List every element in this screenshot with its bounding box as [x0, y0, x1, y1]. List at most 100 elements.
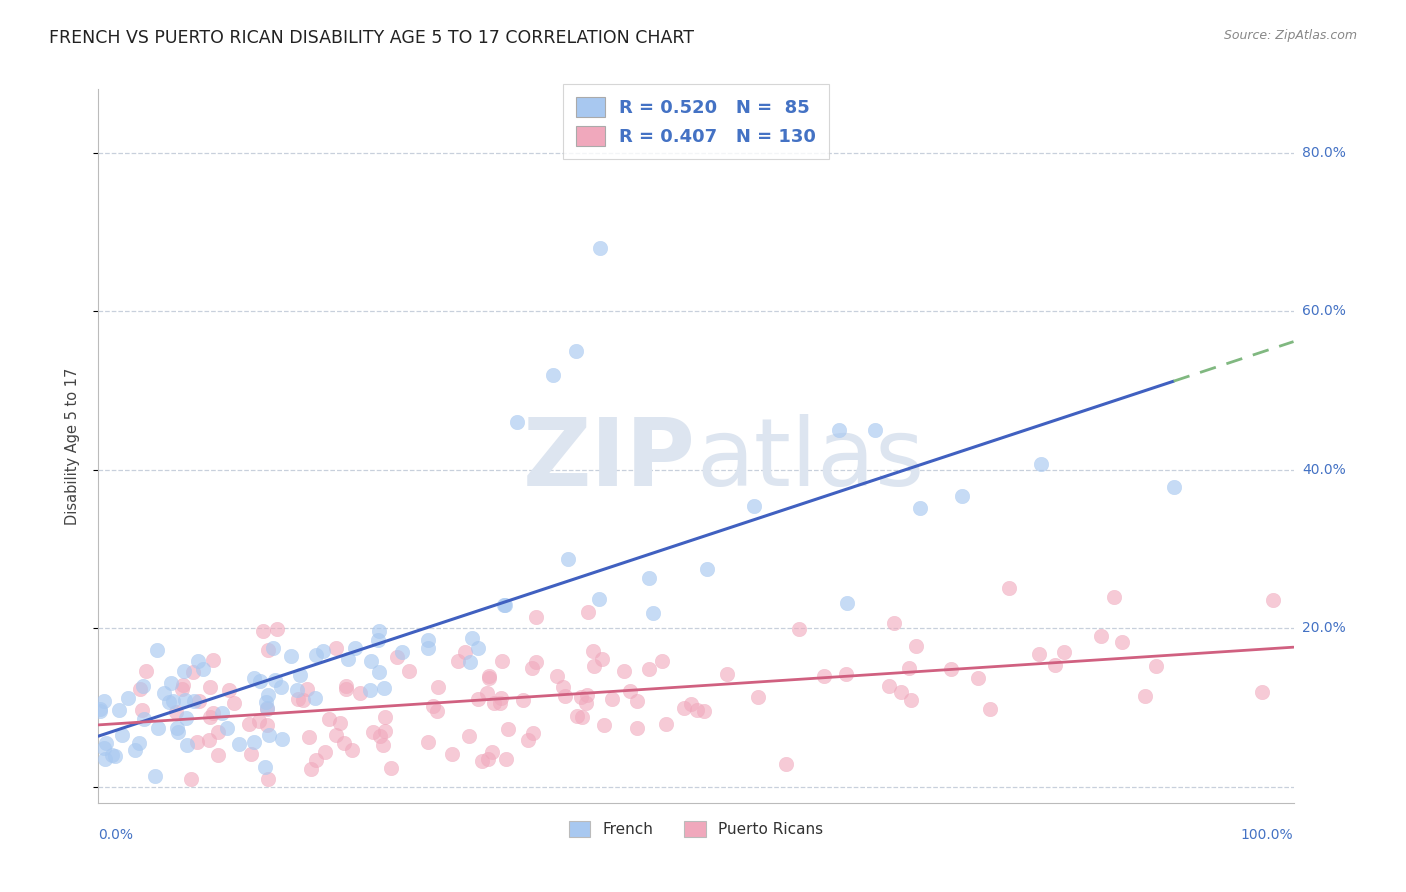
Point: [287, 691, 309, 706]
Point: [813, 669, 835, 683]
Point: [200, 710, 222, 724]
Point: [174, 711, 197, 725]
Point: [557, 551, 579, 566]
Point: [747, 690, 769, 704]
Point: [211, 706, 233, 721]
Point: [1043, 658, 1066, 673]
Text: 80.0%: 80.0%: [1302, 145, 1346, 160]
Point: [243, 735, 266, 749]
Point: [325, 728, 347, 742]
Point: [496, 722, 519, 736]
Point: [828, 423, 851, 437]
Text: FRENCH VS PUERTO RICAN DISABILITY AGE 5 TO 17 CORRELATION CHART: FRENCH VS PUERTO RICAN DISABILITY AGE 5 …: [49, 29, 695, 46]
Point: [651, 654, 673, 668]
Point: [191, 662, 214, 676]
Text: ZIP: ZIP: [523, 414, 696, 507]
Point: [638, 662, 661, 676]
Point: [295, 682, 318, 697]
Point: [458, 656, 481, 670]
Point: [240, 747, 263, 762]
Point: [335, 681, 357, 696]
Point: [475, 686, 498, 700]
Point: [180, 772, 202, 786]
Point: [553, 680, 575, 694]
Point: [1029, 458, 1052, 472]
Text: 0.0%: 0.0%: [98, 828, 134, 842]
Point: [172, 678, 194, 692]
Point: [775, 757, 797, 772]
Point: [696, 562, 718, 576]
Point: [173, 665, 195, 679]
Point: [641, 607, 664, 621]
Point: [368, 665, 391, 680]
Y-axis label: Disability Age 5 to 17: Disability Age 5 to 17: [65, 368, 80, 524]
Text: 100.0%: 100.0%: [1241, 828, 1294, 842]
Point: [146, 722, 169, 736]
Point: [716, 667, 738, 681]
Point: [565, 343, 588, 358]
Point: [512, 693, 534, 707]
Point: [104, 748, 127, 763]
Text: 20.0%: 20.0%: [1302, 622, 1346, 635]
Point: [128, 737, 150, 751]
Point: [454, 645, 477, 659]
Point: [285, 683, 308, 698]
Point: [329, 716, 352, 731]
Point: [270, 680, 292, 694]
Text: Source: ZipAtlas.com: Source: ZipAtlas.com: [1223, 29, 1357, 42]
Point: [950, 489, 973, 503]
Point: [1133, 690, 1156, 704]
Point: [187, 654, 209, 668]
Point: [132, 712, 155, 726]
Point: [89, 702, 111, 716]
Point: [162, 694, 184, 708]
Point: [93, 694, 115, 708]
Point: [263, 673, 285, 688]
Point: [298, 730, 321, 744]
Point: [672, 701, 695, 715]
Point: [900, 693, 922, 707]
Point: [524, 610, 547, 624]
Point: [367, 624, 389, 639]
Point: [967, 671, 990, 685]
Point: [835, 596, 858, 610]
Point: [89, 704, 111, 718]
Point: [202, 706, 225, 720]
Point: [655, 716, 678, 731]
Point: [835, 667, 858, 681]
Point: [541, 368, 564, 382]
Point: [256, 688, 278, 702]
Point: [290, 667, 312, 681]
Point: [427, 680, 450, 694]
Point: [332, 736, 354, 750]
Point: [349, 686, 371, 700]
Point: [256, 772, 278, 786]
Point: [254, 760, 277, 774]
Point: [619, 684, 641, 698]
Point: [170, 682, 193, 697]
Point: [101, 747, 124, 762]
Point: [344, 640, 367, 655]
Point: [481, 745, 503, 759]
Point: [591, 652, 613, 666]
Point: [494, 598, 516, 612]
Point: [266, 623, 288, 637]
Point: [458, 730, 481, 744]
Point: [374, 723, 396, 738]
Point: [107, 703, 129, 717]
Point: [576, 688, 599, 702]
Point: [890, 685, 912, 699]
Point: [522, 726, 544, 740]
Point: [380, 761, 402, 775]
Point: [336, 651, 359, 665]
Point: [426, 704, 449, 718]
Point: [256, 702, 278, 716]
Point: [391, 645, 413, 659]
Point: [299, 762, 322, 776]
Point: [477, 671, 499, 685]
Point: [249, 674, 271, 689]
Point: [471, 754, 494, 768]
Point: [941, 662, 963, 676]
Point: [166, 725, 188, 739]
Point: [589, 241, 612, 255]
